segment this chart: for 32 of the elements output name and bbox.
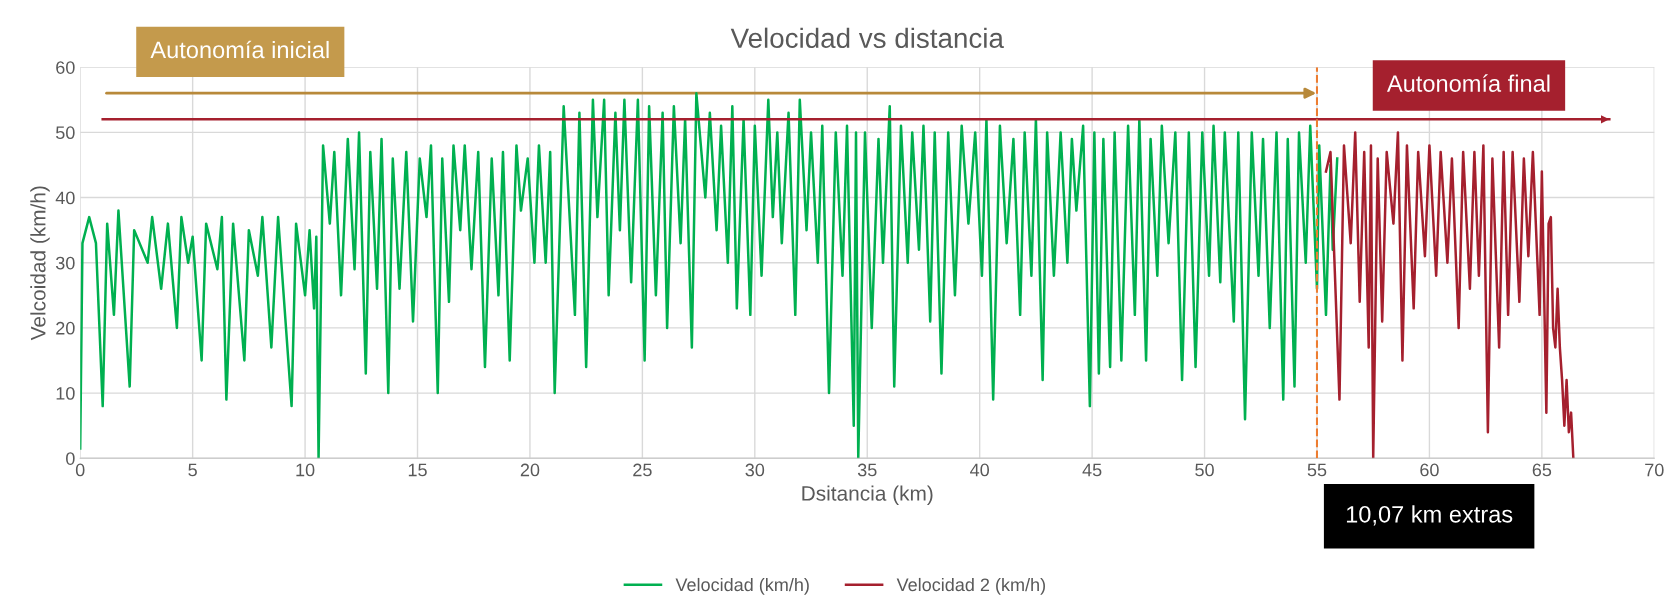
y-tick-label: 50 (55, 126, 75, 140)
x-tick-label: 10 (296, 463, 315, 477)
text: Autonomía inicial (150, 40, 329, 59)
x-tick-label: 15 (408, 463, 427, 477)
legend-label: Velocidad (km/h) (675, 577, 809, 595)
y-tick-label: 60 (56, 61, 75, 74)
y-tick-label: 40 (55, 191, 75, 205)
x-tick-label: 50 (1195, 463, 1214, 477)
x-tick-label: 5 (188, 463, 197, 477)
x-axis-title: Dsitancia (km) (802, 485, 933, 505)
x-tick-label: 60 (1420, 463, 1439, 477)
x-tick-label: 70 (1645, 463, 1664, 477)
x-tick-label: 0 (75, 463, 85, 477)
y-tick-label: 10 (56, 387, 75, 400)
chart-title: Velocidad vs distancia (730, 27, 1004, 49)
legend-label: Velocidad 2 (km/h) (896, 577, 1045, 595)
line-series (80, 92, 1339, 459)
x-tick-label: 45 (1082, 463, 1102, 477)
text: 10,07 km extras (1346, 505, 1513, 526)
annotation: Autonomía final (1386, 74, 1550, 92)
x-tick-label: 25 (633, 463, 652, 477)
y-tick-label: 20 (56, 321, 75, 335)
line-series (1324, 131, 1575, 459)
x-tick-label: 30 (745, 463, 765, 477)
y-axis-title: Velcoidad (km/h) (30, 186, 50, 341)
x-tick-label: 65 (1532, 463, 1552, 477)
x-tick-label: 20 (520, 463, 540, 477)
x-tick-label: 55 (1307, 463, 1327, 477)
x-tick-label: 35 (857, 463, 877, 477)
y-tick-label: 0 (66, 452, 75, 465)
x-tick-label: 40 (970, 463, 990, 477)
y-tick-label: 30 (55, 256, 75, 270)
